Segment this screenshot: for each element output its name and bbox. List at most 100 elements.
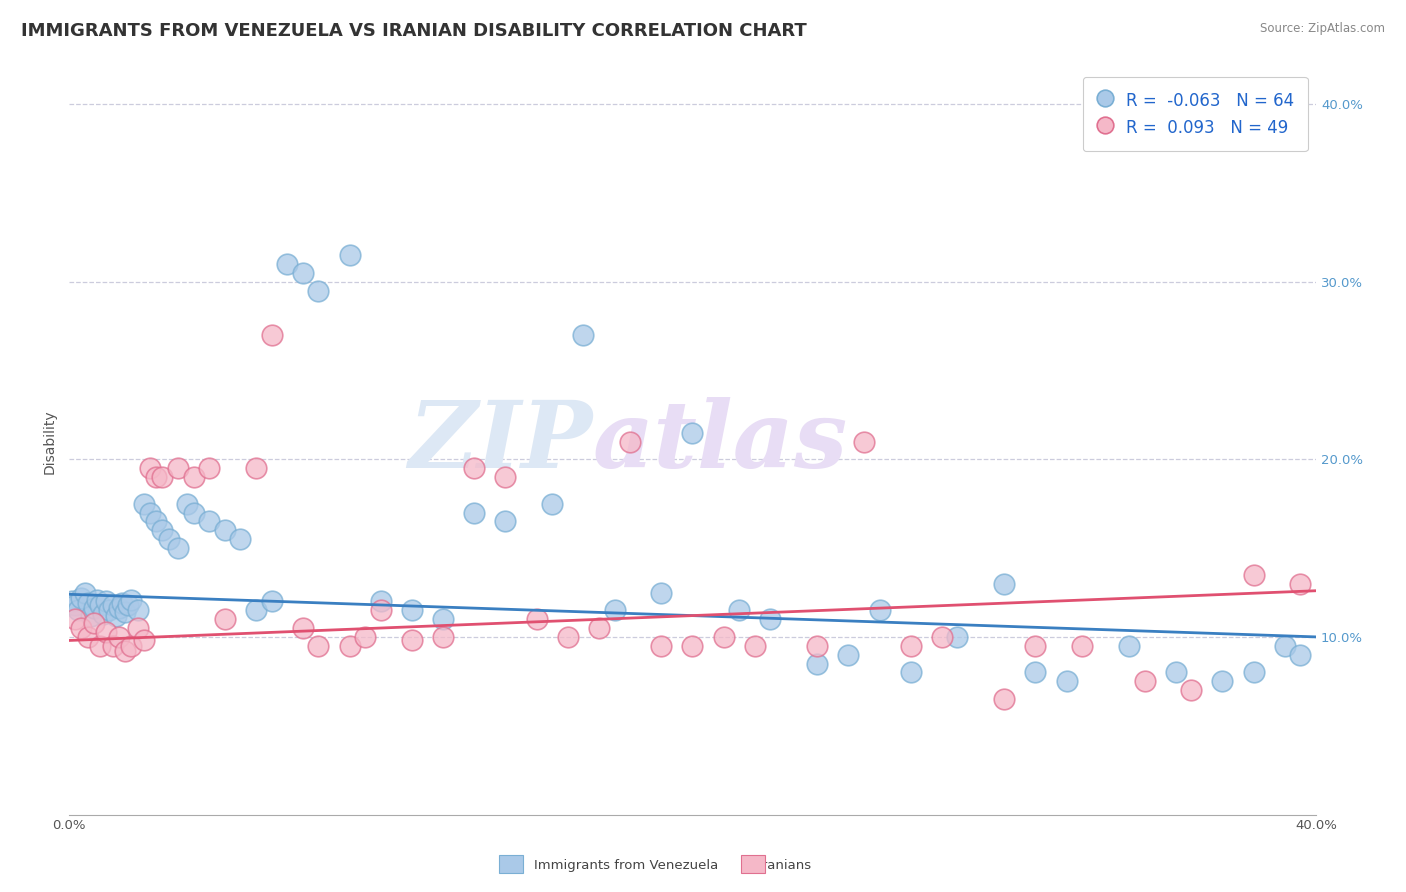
Point: [713, 630, 735, 644]
Legend: R =  -0.063   N = 64, R =  0.093   N = 49: R = -0.063 N = 64, R = 0.093 N = 49: [1083, 77, 1308, 151]
Point: [63, 598, 86, 612]
Point: [89, 639, 111, 653]
Point: [167, 541, 190, 555]
Point: [96, 624, 118, 639]
Point: [370, 594, 392, 608]
Text: IMMIGRANTS FROM VENEZUELA VS IRANIAN DISABILITY CORRELATION CHART: IMMIGRANTS FROM VENEZUELA VS IRANIAN DIS…: [21, 22, 807, 40]
Point: [291, 621, 314, 635]
Point: [339, 639, 361, 653]
Point: [70, 591, 93, 605]
Point: [117, 598, 139, 612]
Point: [214, 524, 236, 538]
Point: [1289, 648, 1312, 662]
Text: Source: ZipAtlas.com: Source: ZipAtlas.com: [1260, 22, 1385, 36]
Point: [101, 598, 124, 612]
Point: [307, 639, 329, 653]
Point: [307, 284, 329, 298]
Point: [1211, 674, 1233, 689]
Point: [852, 434, 875, 449]
Text: Iranians: Iranians: [759, 859, 813, 872]
Point: [1056, 674, 1078, 689]
Point: [80, 608, 103, 623]
Point: [619, 434, 641, 449]
Point: [67, 603, 90, 617]
Point: [339, 248, 361, 262]
Text: ZIP: ZIP: [409, 397, 593, 486]
Text: atlas: atlas: [593, 397, 848, 486]
Point: [1071, 639, 1094, 653]
Point: [1024, 639, 1046, 653]
Point: [139, 461, 162, 475]
Point: [127, 621, 149, 635]
Y-axis label: Disability: Disability: [44, 409, 58, 474]
Point: [588, 621, 610, 635]
Point: [837, 648, 859, 662]
Point: [114, 605, 136, 619]
Point: [104, 608, 127, 623]
Point: [245, 603, 267, 617]
Point: [993, 576, 1015, 591]
Point: [291, 266, 314, 280]
Point: [111, 596, 134, 610]
Point: [108, 601, 131, 615]
Point: [132, 497, 155, 511]
Point: [526, 612, 548, 626]
Point: [101, 639, 124, 653]
Point: [494, 515, 516, 529]
Point: [401, 633, 423, 648]
Text: Immigrants from Venezuela: Immigrants from Venezuela: [534, 859, 718, 872]
Point: [176, 497, 198, 511]
Point: [682, 639, 704, 653]
Point: [1133, 674, 1156, 689]
Point: [900, 639, 922, 653]
Point: [198, 515, 221, 529]
Point: [83, 615, 105, 630]
Point: [744, 639, 766, 653]
Point: [993, 692, 1015, 706]
Point: [132, 633, 155, 648]
Bar: [499, 855, 523, 873]
Point: [931, 630, 953, 644]
Point: [354, 630, 377, 644]
Point: [401, 603, 423, 617]
Point: [541, 497, 564, 511]
Point: [650, 585, 672, 599]
Point: [91, 607, 114, 621]
Point: [260, 328, 283, 343]
Point: [152, 470, 174, 484]
Point: [806, 639, 828, 653]
Point: [60, 594, 83, 608]
Point: [70, 621, 93, 635]
Point: [108, 630, 131, 644]
Point: [869, 603, 891, 617]
Point: [432, 612, 454, 626]
Point: [96, 594, 118, 608]
Point: [1180, 683, 1202, 698]
Point: [603, 603, 626, 617]
Point: [463, 461, 485, 475]
Point: [946, 630, 969, 644]
Point: [183, 506, 205, 520]
Point: [557, 630, 579, 644]
Point: [900, 665, 922, 680]
Point: [167, 461, 190, 475]
Point: [98, 603, 121, 617]
Point: [1243, 665, 1265, 680]
Point: [152, 524, 174, 538]
Point: [89, 598, 111, 612]
Point: [260, 594, 283, 608]
Point: [76, 630, 98, 644]
Point: [127, 603, 149, 617]
Point: [157, 533, 180, 547]
Point: [1024, 665, 1046, 680]
Point: [806, 657, 828, 671]
Bar: [741, 855, 765, 873]
Point: [86, 592, 108, 607]
Point: [370, 603, 392, 617]
Point: [120, 592, 142, 607]
Point: [183, 470, 205, 484]
Point: [1274, 639, 1296, 653]
Point: [198, 461, 221, 475]
Point: [214, 612, 236, 626]
Point: [139, 506, 162, 520]
